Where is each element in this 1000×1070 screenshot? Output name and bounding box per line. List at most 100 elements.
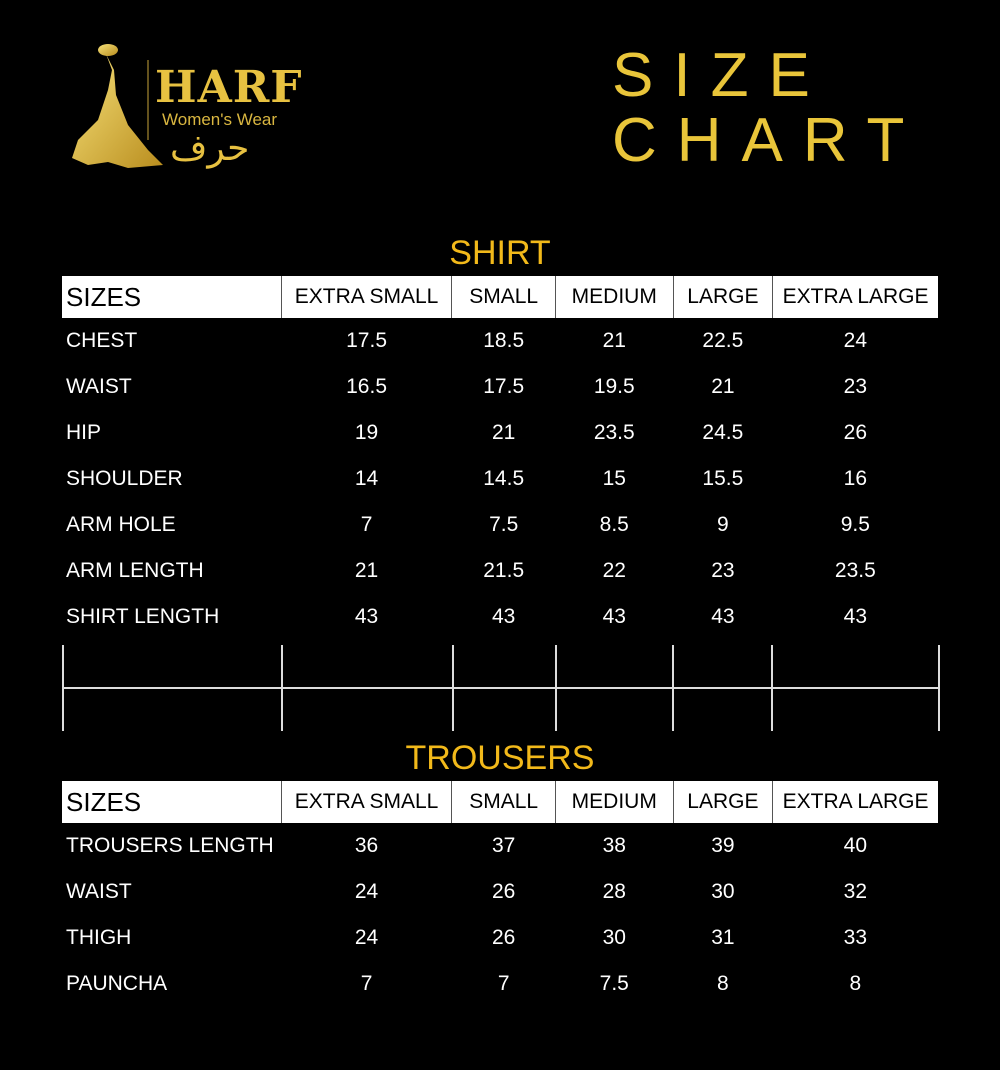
trousers-size-table: SIZES EXTRA SMALL SMALL MEDIUM LARGE EXT…	[62, 781, 938, 1007]
page-title-line2: CHART	[612, 106, 925, 175]
row-label: WAIST	[66, 880, 132, 903]
size-value: 23.5	[593, 421, 635, 444]
size-value: 22.5	[702, 329, 744, 352]
column-header: LARGE	[672, 276, 773, 318]
table-row: TROUSERS LENGTH 36 37 38 39 40	[62, 823, 938, 869]
size-value: 37	[492, 834, 516, 857]
size-value: 43	[843, 605, 868, 628]
size-value: 7.5	[599, 972, 629, 995]
size-value: 21	[711, 375, 735, 398]
column-header: EXTRA SMALL	[280, 276, 452, 318]
table-row: PAUNCHA 7 7 7.5 8 8	[62, 961, 938, 1007]
brand-tagline: Women's Wear	[162, 110, 278, 129]
size-value: 32	[843, 880, 868, 903]
size-value: 16	[843, 467, 868, 490]
size-value: 24	[354, 926, 379, 949]
size-value: 19	[354, 421, 379, 444]
size-value: 14.5	[483, 467, 525, 490]
size-value: 7	[360, 972, 373, 995]
size-value: 40	[843, 834, 868, 857]
table-row: ARM HOLE 7 7.5 8.5 9 9.5	[62, 502, 938, 548]
column-header: EXTRA LARGE	[772, 276, 938, 318]
column-header: MEDIUM	[554, 276, 674, 318]
row-label: PAUNCHA	[66, 972, 168, 995]
row-label: SHOULDER	[66, 467, 183, 490]
table-row: WAIST 16.5 17.5 19.5 21 23	[62, 364, 938, 410]
size-value: 14	[354, 467, 379, 490]
row-label: THIGH	[66, 926, 132, 949]
size-value: 31	[711, 926, 735, 949]
size-value: 24	[354, 880, 379, 903]
column-header: EXTRA LARGE	[772, 781, 938, 823]
dress-silhouette-logo-icon	[72, 44, 163, 168]
row-label: HIP	[66, 421, 102, 444]
size-value: 38	[602, 834, 626, 857]
size-value: 43	[492, 605, 516, 628]
size-value: 21.5	[483, 559, 525, 582]
size-value: 21	[354, 559, 379, 582]
empty-grid	[62, 645, 940, 731]
table-row: THIGH 24 26 30 31 33	[62, 915, 938, 961]
brand-name: HARF	[155, 62, 303, 113]
row-label: SHIRT LENGTH	[66, 605, 220, 628]
size-value: 23	[843, 375, 868, 398]
size-value: 7.5	[489, 513, 519, 536]
table-row: ARM LENGTH 21 21.5 22 23 23.5	[62, 548, 938, 594]
size-value: 22	[602, 559, 626, 582]
row-label: WAIST	[66, 375, 132, 398]
column-header: SMALL	[451, 276, 556, 318]
size-value: 17.5	[483, 375, 525, 398]
size-value: 15	[602, 467, 626, 490]
column-header: LARGE	[672, 781, 773, 823]
size-value: 30	[602, 926, 626, 949]
size-value: 26	[843, 421, 868, 444]
table-row: WAIST 24 26 28 30 32	[62, 869, 938, 915]
column-header: SIZES	[62, 276, 282, 318]
size-value: 43	[602, 605, 626, 628]
size-value: 26	[492, 880, 516, 903]
size-value: 8	[849, 972, 862, 995]
column-header: EXTRA SMALL	[280, 781, 452, 823]
table-row: SHIRT LENGTH 43 43 43 43 43	[62, 594, 938, 640]
size-value: 26	[492, 926, 516, 949]
table-header-row: SIZES EXTRA SMALL SMALL MEDIUM LARGE EXT…	[62, 276, 938, 318]
table-row: HIP 19 21 23.5 24.5 26	[62, 410, 938, 456]
size-value: 24	[843, 329, 868, 352]
row-label: CHEST	[66, 329, 138, 352]
size-value: 18.5	[483, 329, 525, 352]
size-value: 43	[354, 605, 379, 628]
size-value: 21	[492, 421, 516, 444]
size-value: 30	[711, 880, 735, 903]
column-header: SIZES	[62, 781, 282, 823]
size-value: 8.5	[599, 513, 629, 536]
size-value: 24.5	[702, 421, 744, 444]
size-value: 39	[711, 834, 735, 857]
size-value: 43	[711, 605, 735, 628]
table-row: SHOULDER 14 14.5 15 15.5 16	[62, 456, 938, 502]
shirt-section-title: SHIRT	[449, 234, 551, 272]
size-value: 19.5	[593, 375, 635, 398]
size-value: 21	[602, 329, 626, 352]
row-label: ARM HOLE	[66, 513, 176, 536]
size-value: 36	[354, 834, 379, 857]
row-label: TROUSERS LENGTH	[66, 834, 274, 857]
column-header: SMALL	[451, 781, 556, 823]
table-row: CHEST 17.5 18.5 21 22.5 24	[62, 318, 938, 364]
column-header: MEDIUM	[554, 781, 674, 823]
size-value: 23	[711, 559, 735, 582]
brand-arabic: حرف	[170, 128, 250, 169]
page-title-line1: SIZE	[612, 41, 830, 110]
size-value: 28	[602, 880, 626, 903]
size-value: 23.5	[834, 559, 876, 582]
size-value: 7	[360, 513, 373, 536]
size-value: 8	[717, 972, 729, 995]
row-label: ARM LENGTH	[66, 559, 204, 582]
size-value: 9.5	[840, 513, 870, 536]
size-value: 9	[717, 513, 729, 536]
trousers-section-title: TROUSERS	[405, 739, 595, 777]
shirt-size-table: SIZES EXTRA SMALL SMALL MEDIUM LARGE EXT…	[62, 276, 938, 640]
size-value: 17.5	[346, 329, 387, 352]
size-value: 15.5	[702, 467, 744, 490]
table-header-row: SIZES EXTRA SMALL SMALL MEDIUM LARGE EXT…	[62, 781, 938, 823]
size-value: 33	[843, 926, 868, 949]
